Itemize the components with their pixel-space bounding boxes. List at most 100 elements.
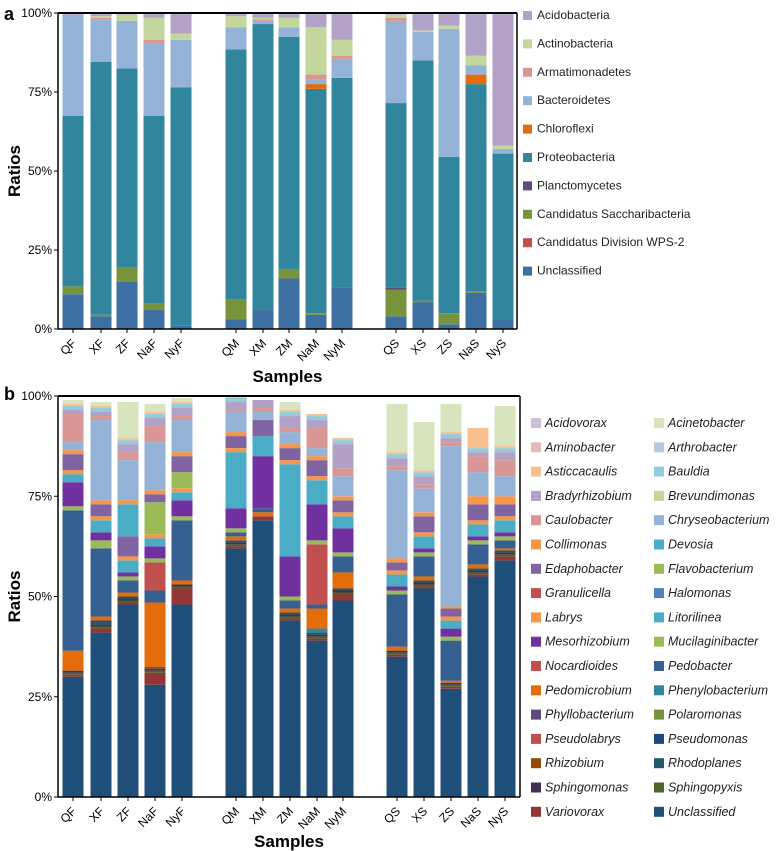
bar-segment-ZF-sphingopyxis [117,600,139,603]
bar-segment-XF-chryseobacterium [90,420,112,501]
legend-label: Asticcacaulis [544,465,617,479]
y-tick-label: 100% [21,389,52,403]
legend-swatch [654,685,664,696]
bar-segment-QS-bradyrhizobium [386,458,408,467]
bar-segment-NyM-edaphobacter [332,500,354,513]
bar-segment-QS-candidatus-saccharibacteria [385,289,407,317]
bar-segment-NyF-litorilinea [171,492,193,501]
bar-segment-ZM-bacteroidetes [278,27,300,37]
legend-swatch [531,418,541,428]
bar-segment-NyM-bradyrhizobium [332,444,354,469]
bar-segment-NaS-edaphobacter [467,504,489,521]
legend-swatch [654,806,664,817]
bar-segment-NaM-labrys [306,476,328,481]
legend-swatch [531,612,541,623]
bar-segment-NaS-litorilinea [467,524,489,537]
bar-segment-QF-proteobacteria [62,115,84,287]
bar-segment-NyF-bauldia [171,404,193,409]
bar-segment-XF-unclassified [90,632,112,797]
legend-label: Rhizobium [545,756,604,770]
legend-label: Polaromonas [668,708,742,722]
bar-segment-NyS-chryseobacterium [494,476,516,497]
legend-swatch [531,709,541,720]
bar-segment-NaM-acidobacteria [305,13,327,28]
legend-label: Planctomycetes [537,178,622,192]
bar-segment-QS-caulobacter [386,466,408,471]
bar-segment-NyS-actinobacteria [492,145,514,149]
legend-label: Nocardioides [545,659,618,673]
bar-segment-NaS-bauldia [467,448,489,453]
bar-segment-NaM-sphingopyxis [306,636,328,639]
bar-segment-ZS-mesorhizobium [440,628,462,637]
bar-segment-NyF-bacteroidetes [170,39,192,88]
bar-segment-NaF-acinetobacter [144,404,166,413]
legend-swatch [531,539,541,550]
bar-segment-ZF-pedomicrobium [117,592,139,597]
bar-segment-XM-bacteroidetes [252,20,274,25]
x-tick-label: ZM [274,804,296,826]
y-tick-label: 0% [35,322,53,336]
legend-swatch [531,806,541,817]
bar-segment-ZF-mesorhizobium [117,572,139,577]
bar-segment-NaF-unclassified [143,310,165,329]
bar-segment-ZM-actinobacteria [278,17,300,28]
bar-segment-ZF-bacteroidetes [116,20,138,69]
bar-segment-XM-armatimonadetes [252,19,274,21]
bar-segment-NaF-pedomicrobium [144,602,166,667]
bar-segment-NaS-proteobacteria [465,84,487,292]
legend-label: Brevundimonas [668,489,755,503]
bar-segment-QM-labrys [225,448,247,453]
bar-segment-XS-litorilinea [413,536,435,549]
bar-segment-ZS-collimonas [440,606,462,609]
bar-segment-QF-chryseobacterium [62,442,84,451]
bar-segment-QM-sphingomonas [225,542,247,545]
bar-segment-ZS-bradyrhizobium [440,438,462,443]
legend-swatch [531,685,541,696]
legend-label: Phenylobacterium [668,683,768,697]
y-axis-label: Ratios [5,571,24,623]
bar-segment-NaF-edaphobacter [144,494,166,503]
x-tick-label: QM [219,336,243,360]
bar-segment-QS-asticcacaulis [386,452,408,455]
bar-segment-QS-proteobacteria [385,103,407,288]
y-tick-label: 50% [28,590,52,604]
bar-segment-QF-pedobacter [62,510,84,651]
bar-segment-NaF-rhizobium [144,666,166,669]
bar-segment-ZF-bauldia [117,440,139,445]
legend-swatch [654,515,664,526]
bar-segment-NaM-collimonas [306,456,328,461]
bar-segment-NaF-flavobacterium [144,502,166,535]
bar-segment-NaS-unclassified [467,576,489,797]
bar-segment-QM-pedobacter [225,532,247,537]
y-tick-label: 25% [28,690,52,704]
bar-segment-XS-bauldia [413,472,435,477]
bar-segment-ZS-unclassified [440,688,462,797]
bar-segment-NaM-edaphobacter [306,460,328,477]
bar-segment-XM-bradyrhizobium [252,400,274,409]
bar-segment-ZF-asticcacaulis [117,438,139,441]
bar-segment-QF-variovorax [62,674,84,677]
bar-segment-ZS-candidatus-saccharibacteria [438,313,460,325]
bar-segment-XF-caulobacter [90,416,112,421]
legend-label: Sphingomonas [545,781,628,795]
bar-segment-ZS-acidobacteria [438,13,460,26]
x-tick-label: NyM [321,336,348,363]
bar-segment-NaM-pedomicrobium [306,608,328,629]
bar-segment-NyM-variovorax [332,594,354,601]
bar-segment-ZS-litorilinea [440,620,462,629]
legend-swatch [654,661,664,671]
bar-segment-NyF-bradyrhizobium [171,408,193,417]
legend-label: Granulicella [545,586,611,600]
bar-segment-XF-actinobacteria [90,16,112,18]
bar-segment-QM-edaphobacter [225,436,247,449]
bar-segment-QS-edaphobacter [386,562,408,571]
bar-segment-XF-armatimonadetes [90,17,112,20]
bar-segment-XM-actinobacteria [252,17,274,20]
bar-segment-NyS-bacteroidetes [492,148,514,154]
bar-segment-NaF-mesorhizobium [144,546,166,559]
bar-segment-XF-mesorhizobium [90,532,112,541]
bar-segment-QS-bauldia [386,454,408,459]
bar-segment-NyM-caulobacter [332,468,354,477]
bar-segment-ZS-unclassified [438,324,460,329]
bar-segment-NyS-bauldia [494,448,516,453]
